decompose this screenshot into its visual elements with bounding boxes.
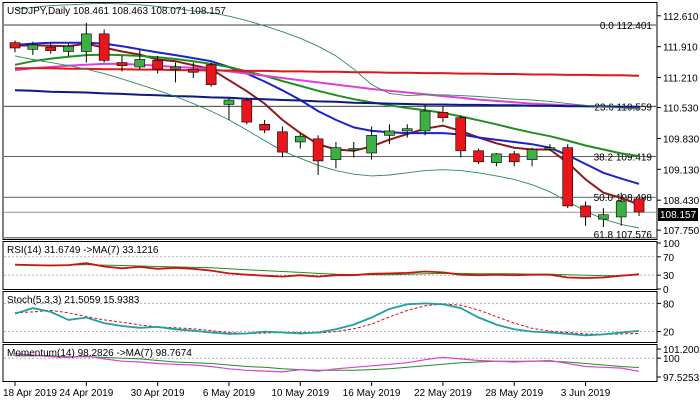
candle-body-5: [98, 33, 110, 61]
candle-body-8: [152, 60, 163, 70]
candle-body-24: [437, 112, 449, 118]
candle-body-35: [633, 198, 645, 213]
rsi-panel-frame: [2, 241, 658, 290]
candle-body-31: [562, 147, 574, 207]
candle-body-11: [205, 64, 217, 85]
rsi-tick-label-0: 100: [663, 239, 680, 250]
candle-body-27: [491, 153, 502, 163]
candle-body-16: [294, 135, 306, 143]
candle-body-19: [348, 148, 360, 151]
main-panel-frame: [2, 2, 658, 240]
price-tick-label-7: 107.750: [663, 226, 700, 237]
symbol-header: USDJPY,Daily 108.461 108.463 108.071 108…: [7, 6, 226, 17]
candle-body-22: [401, 128, 413, 132]
momentum-mom-line: [14, 353, 640, 373]
fib-label-4: 61.8 107.576: [594, 230, 653, 241]
candle-body-1: [27, 44, 39, 50]
stoch-panel-frame: [2, 291, 658, 343]
series-ma_red: [15, 67, 640, 77]
price-tick-label-6: 108.430: [663, 196, 700, 207]
candle-body-14: [259, 124, 270, 131]
candle-body-21: [384, 130, 395, 136]
current-price-label: 108.157: [660, 210, 697, 221]
candle-body-12: [223, 99, 235, 105]
time-label-6: 22 May 2019: [414, 388, 472, 399]
series-ma_blue: [14, 41, 640, 185]
time-label-0: 18 Apr 2019: [3, 388, 57, 399]
stoch-main-line: [14, 302, 640, 337]
candle-body-33: [598, 214, 609, 220]
candle-body-25: [455, 117, 467, 152]
candle-body-6: [116, 62, 128, 66]
time-label-1: 24 Apr 2019: [59, 388, 113, 399]
candle-body-3: [63, 45, 74, 52]
series-ma_navy: [14, 89, 639, 108]
candle-body-13: [241, 99, 253, 123]
candle-body-30: [544, 147, 556, 150]
time-label-5: 16 May 2019: [343, 388, 401, 399]
current-price-tag: [658, 208, 698, 221]
series-bb_lower: [14, 55, 640, 229]
candle-body-18: [330, 147, 342, 160]
time-label-2: 30 Apr 2019: [131, 388, 185, 399]
time-label-8: 3 Jun 2019: [561, 388, 611, 399]
moving-averages: [14, 2, 640, 229]
time-axis: 18 Apr 2019 24 Apr 2019 30 Apr 2019 6 May 2…: [3, 382, 611, 399]
candle-body-23: [419, 110, 431, 132]
candle-body-9: [170, 66, 181, 70]
candle-body-10: [188, 68, 199, 73]
candle-body-7: [134, 59, 146, 68]
candle-body-20: [366, 135, 377, 154]
price-tick-label-1: 111.910: [663, 43, 698, 54]
fib-label-2: 38.2 109.419: [594, 153, 653, 164]
candle-body-29: [526, 149, 538, 160]
candle-body-2: [45, 46, 56, 51]
time-label-4: 10 May 2019: [271, 388, 329, 399]
fib-label-0: 0.0 112.401: [600, 21, 653, 32]
rsi-tick-label-2: 30: [663, 271, 675, 282]
candle-body-26: [473, 150, 484, 163]
stoch-header: Stoch(5,3,3) 21.5059 15.9383: [7, 295, 140, 306]
momentum-tick-label-2: 97.5253: [663, 373, 700, 384]
candle-body-28: [508, 153, 520, 163]
candlesticks: [9, 22, 645, 228]
rsi-header: RSI(14) 31.6749 ->MA(7) 33.1216: [7, 245, 159, 256]
series-ma_green: [14, 53, 640, 158]
momentum-tick-label-1: 100: [663, 354, 680, 365]
momentum-panel-frame: [2, 344, 658, 382]
candle-body-32: [580, 205, 591, 218]
rsi-tick-label-3: 0: [663, 285, 669, 296]
price-axis: 112.610 111.910 111.210 110.530 109.830 109.1…: [657, 12, 700, 237]
price-tick-label-3: 110.530: [663, 104, 699, 115]
price-tick-label-2: 111.210: [663, 74, 698, 85]
candle-body-34: [615, 201, 627, 218]
series-bb_upper: [14, 2, 640, 110]
rsi-rsi-line: [14, 262, 640, 279]
price-tick-label-4: 109.830: [663, 134, 700, 145]
candle-body-15: [277, 131, 288, 153]
stoch-tick-label-1: 20: [663, 328, 675, 339]
time-label-3: 6 May 2019: [203, 388, 256, 399]
price-tick-label-5: 109.130: [663, 165, 700, 176]
momentum-header: Momentum(14) 98.2826 ->MA(7) 98.7674: [7, 348, 192, 359]
candle-body-4: [81, 33, 92, 52]
stoch-signal-line: [14, 303, 640, 335]
stoch-tick-label-0: 80: [663, 299, 675, 310]
candle-body-0: [9, 42, 21, 49]
momentum-tick-label-0: 101.2002: [663, 345, 700, 356]
time-label-7: 28 May 2019: [485, 388, 543, 399]
candle-body-17: [312, 138, 324, 162]
rsi-tick-label-1: 70: [663, 253, 675, 264]
price-tick-label-0: 112.610: [663, 12, 699, 23]
